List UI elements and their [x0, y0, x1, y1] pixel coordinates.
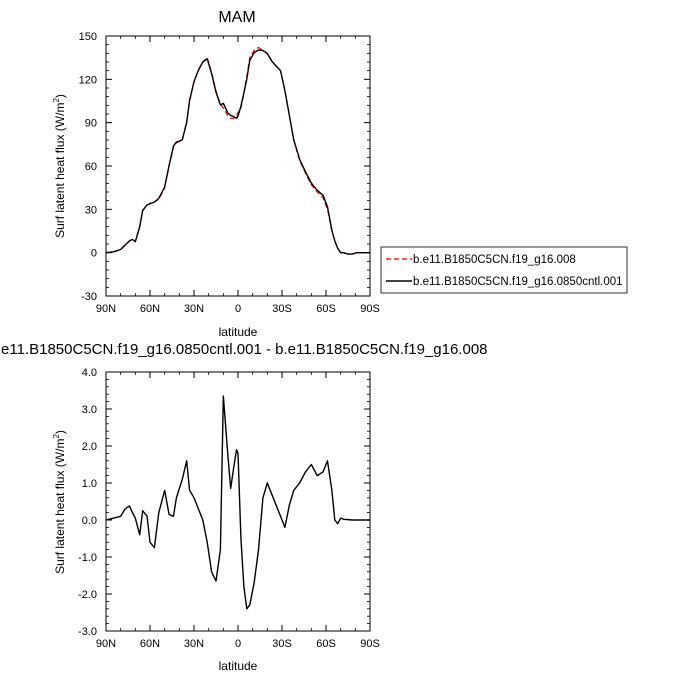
x-tick-label: 60S: [316, 303, 336, 315]
bottom-y-axis-label-end: ): [53, 430, 67, 434]
y-tick-label: -30: [81, 291, 97, 303]
series-line-1: [105, 46, 370, 255]
series-line-1: [105, 395, 370, 610]
y-tick-label: 120: [79, 74, 97, 86]
bottom-chart-title: b.e11.B1850C5CN.f19_g16.0850cntl.001 - b…: [0, 341, 487, 358]
top-y-axis-label-end: ): [53, 94, 67, 98]
y-tick-label: -2.0: [78, 589, 97, 601]
legend-label-series-2: b.e11.B1850C5CN.f19_g16.0850cntl.001: [413, 276, 623, 288]
x-tick-label: 60N: [140, 638, 160, 650]
x-tick-label: 90S: [360, 638, 380, 650]
legend-label-series-1: b.e11.B1850C5CN.f19_g16.008: [413, 254, 576, 266]
y-tick-label: 4.0: [82, 367, 97, 379]
top-y-axis-label: Surf latent heat flux (W/m2): [52, 94, 67, 238]
bottom-panel: b.e11.B1850C5CN.f19_g16.0850cntl.001 - b…: [0, 341, 487, 673]
y-tick-label: 3.0: [82, 404, 97, 416]
legend-box: [380, 246, 628, 294]
x-tick-label: 90N: [96, 638, 116, 650]
y-tick-label: 150: [79, 31, 97, 43]
top-chart-title: MAM: [218, 9, 255, 26]
y-tick-label: 30: [85, 204, 97, 216]
x-tick-label: 30N: [184, 303, 204, 315]
y-tick-label: 2.0: [82, 441, 97, 453]
y-tick-label: 90: [85, 118, 97, 130]
y-tick-label: 0: [91, 248, 97, 260]
top-x-axis-label: latitude: [219, 325, 258, 339]
top-y-ticks: -30 0 30 60 90 120 150: [79, 31, 370, 303]
y-tick-label: 0.0: [82, 515, 97, 527]
top-plot-frame: [105, 35, 371, 297]
series-line-2: [105, 49, 370, 255]
y-tick-label: -3.0: [78, 626, 97, 638]
top-x-ticks: 90N 60N 30N 0 30S 60S 90S: [96, 36, 380, 315]
x-tick-label: 90S: [360, 303, 380, 315]
y-tick-label: 1.0: [82, 478, 97, 490]
bottom-y-axis-label: Surf latent heat flux (W/m2): [52, 430, 67, 574]
legend: b.e11.B1850C5CN.f19_g16.008 b.e11.B1850C…: [380, 246, 628, 294]
bottom-y-axis-label-sup: 2: [52, 434, 61, 439]
y-tick-label: -1.0: [78, 552, 97, 564]
x-tick-label: 60N: [140, 303, 160, 315]
x-tick-label: 60S: [316, 638, 336, 650]
y-tick-label: 60: [85, 161, 97, 173]
top-y-axis-label-main: Surf latent heat flux (W/m: [53, 103, 67, 238]
top-panel: MAM -30 0 30 60 90 120 150 90N 60N 30N 0 30S 60S 90S…: [52, 9, 628, 339]
bottom-y-axis-label-main: Surf latent heat flux (W/m: [53, 439, 67, 574]
bottom-x-ticks: 90N 60N 30N 0 30S 60S 90S: [96, 372, 380, 650]
bottom-series-group: [105, 395, 370, 610]
x-tick-label: 0: [235, 638, 241, 650]
x-tick-label: 30S: [272, 638, 292, 650]
x-tick-label: 30S: [272, 303, 292, 315]
x-tick-label: 90N: [96, 303, 116, 315]
top-series-group: [105, 46, 370, 255]
bottom-x-axis-label: latitude: [219, 659, 258, 673]
x-tick-label: 30N: [184, 638, 204, 650]
x-tick-label: 0: [235, 303, 241, 315]
bottom-plot-frame: [105, 371, 371, 632]
top-y-axis-label-sup: 2: [52, 98, 61, 103]
